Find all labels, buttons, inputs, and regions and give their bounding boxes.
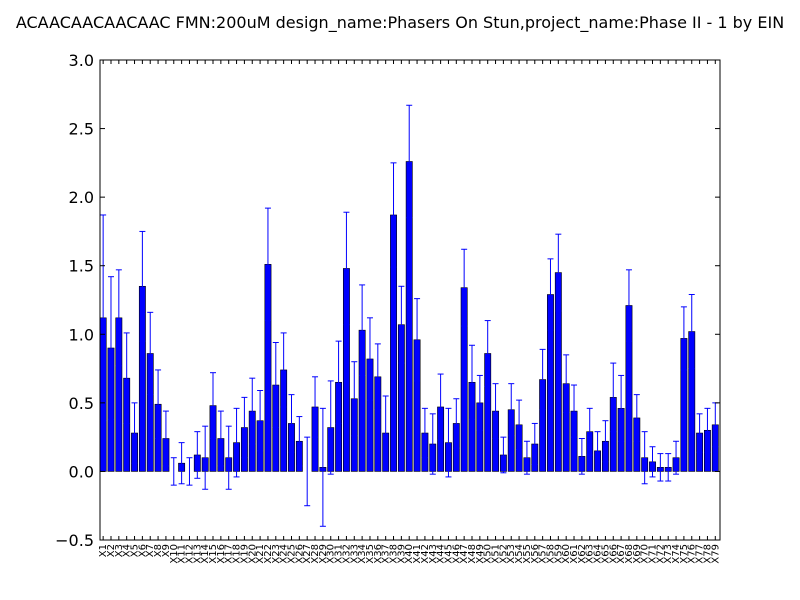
xtick-label-X23: X23 [271,544,282,564]
ytick-label: −0.5 [55,531,94,550]
xtick-label-X49: X49 [475,544,486,564]
xtick-label-X64: X64 [593,544,604,564]
xtick-label-X9: X9 [161,544,172,557]
xtick-label-X50: X50 [483,544,494,564]
xtick-label-X47: X47 [459,544,470,564]
xtick-label-X44: X44 [436,544,447,564]
ytick-label: 2.0 [69,188,94,207]
xtick-label-X46: X46 [451,544,462,564]
xtick-label-X18: X18 [232,544,243,564]
xtick-label-X27: X27 [302,544,313,564]
xtick-label-X1: X1 [98,544,109,557]
xtick-label-X55: X55 [522,544,533,564]
ytick-label: 0.5 [69,394,94,413]
xtick-label-X69: X69 [632,544,643,564]
xtick-label-X43: X43 [428,544,439,564]
xtick-label-X42: X42 [420,544,431,564]
xtick-label-X61: X61 [569,544,580,564]
xtick-label-X5: X5 [130,544,141,557]
xtick-label-X71: X71 [648,544,659,564]
xtick-label-X14: X14 [200,544,211,564]
ytick-label: 2.5 [69,120,94,139]
xtick-label-X3: X3 [114,544,125,557]
xtick-label-X74: X74 [671,544,682,564]
xtick-label-X63: X63 [585,544,596,564]
xtick-label-X68: X68 [624,544,635,564]
xtick-label-X52: X52 [498,544,509,564]
xtick-label-X57: X57 [538,544,549,564]
plot-area: −0.50.00.51.01.52.02.53.0X1X2X3X4X5X6X7X… [55,51,721,564]
xtick-label-X36: X36 [373,544,384,564]
xtick-label-X78: X78 [702,544,713,564]
xtick-label-X41: X41 [412,544,423,564]
xtick-label-X75: X75 [679,544,690,564]
xtick-label-X21: X21 [255,544,266,564]
xtick-label-X34: X34 [357,544,368,564]
xtick-label-X67: X67 [616,544,627,564]
xtick-label-X35: X35 [365,544,376,564]
xtick-label-X19: X19 [239,544,250,564]
axes-frame [99,59,721,541]
xtick-label-X73: X73 [663,544,674,564]
xtick-label-X54: X54 [514,544,525,564]
xtick-label-X22: X22 [263,544,274,564]
xtick-label-X37: X37 [381,544,392,564]
xtick-label-X38: X38 [389,544,400,564]
xtick-label-X66: X66 [608,544,619,564]
xtick-label-X30: X30 [326,544,337,564]
xtick-label-X6: X6 [137,544,148,557]
xtick-label-X72: X72 [655,544,666,564]
xtick-label-X2: X2 [106,544,117,557]
xtick-label-X7: X7 [145,544,156,557]
xtick-label-X8: X8 [153,544,164,557]
xtick-label-X11: X11 [177,544,188,564]
ytick-label: 1.5 [69,257,94,276]
xtick-label-X53: X53 [506,544,517,564]
xtick-label-X65: X65 [600,544,611,564]
xtick-label-X39: X39 [396,544,407,564]
xtick-label-X28: X28 [310,544,321,564]
xtick-label-X25: X25 [286,544,297,564]
xtick-label-X26: X26 [294,544,305,564]
ytick-label: 1.0 [69,325,94,344]
xtick-label-X10: X10 [169,544,180,564]
xtick-label-X79: X79 [710,544,721,564]
xtick-label-X40: X40 [404,544,415,564]
xtick-label-X15: X15 [208,544,219,564]
xtick-label-X76: X76 [687,544,698,564]
xtick-label-X20: X20 [247,544,258,564]
xtick-label-X24: X24 [279,544,290,564]
chart-title: ACAACAACAACAAC FMN:200uM design_name:Pha… [16,13,784,33]
xtick-label-X60: X60 [561,544,572,564]
xtick-label-X59: X59 [553,544,564,564]
xtick-label-X13: X13 [192,544,203,564]
xtick-label-X12: X12 [184,544,195,564]
xtick-label-X29: X29 [318,544,329,564]
xtick-label-X33: X33 [349,544,360,564]
ytick-label: 0.0 [69,462,94,481]
xtick-label-X56: X56 [530,544,541,564]
xtick-label-X58: X58 [545,544,556,564]
xtick-label-X51: X51 [491,544,502,564]
xtick-label-X77: X77 [695,544,706,564]
xtick-label-X17: X17 [224,544,235,564]
xtick-label-X16: X16 [216,544,227,564]
xtick-label-X4: X4 [122,544,133,557]
xtick-label-X45: X45 [443,544,454,564]
xtick-label-X62: X62 [577,544,588,564]
xtick-label-X70: X70 [640,544,651,564]
xtick-label-X31: X31 [334,544,345,564]
xtick-label-X48: X48 [467,544,478,564]
ytick-label: 3.0 [69,51,94,70]
xtick-label-X32: X32 [341,544,352,564]
